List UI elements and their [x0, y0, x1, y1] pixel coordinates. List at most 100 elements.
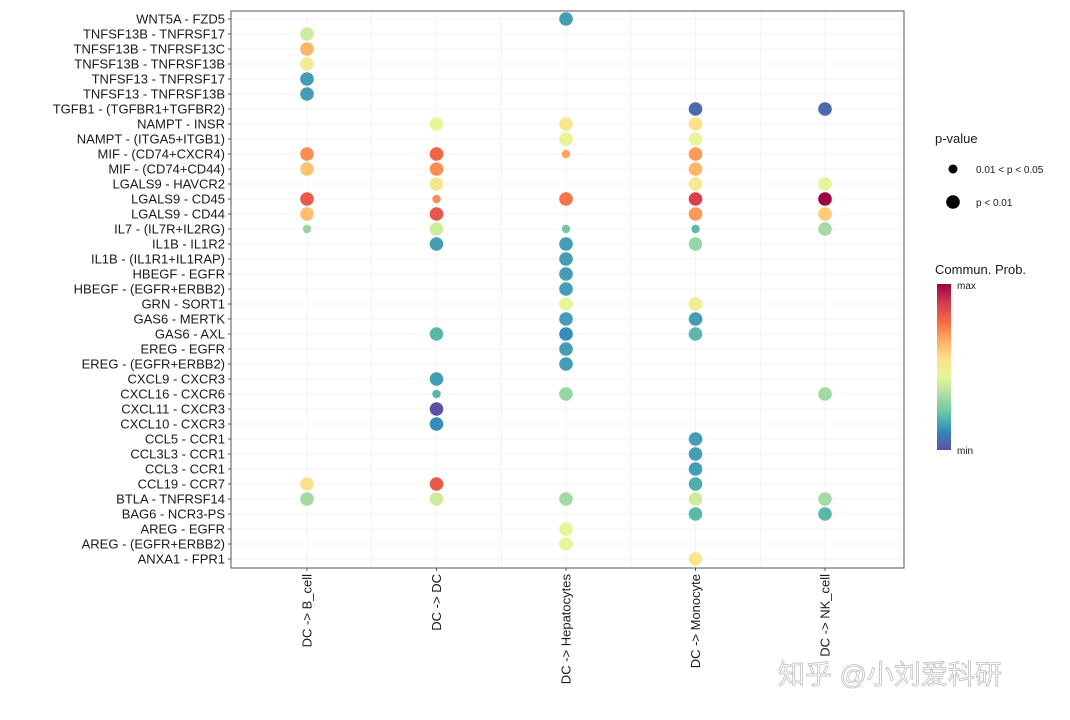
data-point: [688, 432, 703, 446]
x-tick-label: DC -> Monocyte: [688, 574, 703, 668]
data-point: [429, 417, 444, 431]
data-point: [429, 117, 444, 131]
size-legend-label-small: 0.01 < p < 0.05: [976, 165, 1044, 176]
data-point: [559, 282, 573, 296]
size-legend-label-large: p < 0.01: [976, 198, 1013, 209]
data-point: [688, 327, 703, 341]
data-point: [688, 552, 703, 566]
y-tick-label: TNFSF13B - TNFRSF13B: [74, 57, 225, 72]
data-point: [561, 224, 571, 234]
data-point: [429, 492, 444, 506]
data-point: [559, 192, 573, 206]
data-point: [559, 357, 573, 371]
data-point: [300, 147, 314, 161]
y-tick-label: NAMPT - INSR: [137, 117, 225, 132]
y-tick-label: IL1B - (IL1R1+IL1RAP): [91, 252, 225, 267]
data-point: [300, 72, 314, 86]
data-point: [818, 492, 832, 506]
watermark-text: 知乎 @小刘爱科研: [778, 660, 1002, 690]
data-point: [688, 297, 703, 311]
data-point: [300, 492, 314, 506]
y-tick-label: CXCL9 - CXCR3: [127, 372, 225, 387]
y-tick-label: CCL3L3 - CCR1: [130, 447, 225, 462]
data-point: [818, 222, 832, 236]
data-points: [300, 12, 832, 566]
size-legend-key-small: [948, 164, 958, 174]
data-point: [300, 192, 314, 206]
y-tick-label: TGFB1 - (TGFBR1+TGFBR2): [53, 102, 225, 117]
data-point: [559, 312, 573, 326]
y-tick-label: TNFSF13B - TNFRSF17: [83, 27, 225, 42]
y-tick-label: BAG6 - NCR3-PS: [122, 507, 226, 522]
data-point: [559, 12, 573, 26]
data-point: [691, 224, 700, 234]
data-point: [688, 477, 703, 491]
y-tick-label: NAMPT - (ITGA5+ITGB1): [77, 132, 225, 147]
data-point: [818, 387, 832, 401]
size-legend: p-value 0.01 < p < 0.05 p < 0.01: [935, 131, 1044, 209]
data-point: [429, 207, 444, 221]
data-point: [559, 492, 573, 506]
data-point: [818, 207, 832, 221]
y-tick-label: CXCL10 - CXCR3: [120, 417, 225, 432]
data-point: [818, 102, 832, 116]
data-point: [432, 389, 441, 399]
y-tick-label: CCL3 - CCR1: [145, 462, 225, 477]
y-tick-label: CCL5 - CCR1: [145, 432, 225, 447]
data-point: [429, 177, 444, 191]
data-point: [688, 312, 703, 326]
data-point: [559, 327, 573, 341]
data-point: [559, 132, 573, 146]
data-point: [300, 27, 314, 41]
data-point: [429, 147, 444, 161]
data-point: [688, 237, 703, 251]
data-point: [429, 402, 444, 416]
y-tick-label: LGALS9 - CD44: [131, 207, 225, 222]
data-point: [559, 117, 573, 131]
data-point: [688, 462, 703, 476]
data-point: [818, 192, 832, 206]
data-point: [561, 149, 571, 159]
data-point: [429, 477, 444, 491]
y-tick-label: MIF - (CD74+CXCR4): [98, 147, 226, 162]
y-tick-label: LGALS9 - CD45: [131, 192, 225, 207]
data-point: [559, 537, 573, 551]
data-point: [429, 222, 444, 236]
x-axis-tick-labels: DC -> B_cell DC -> DC DC -> Hepatocytes DC …: [300, 568, 833, 684]
data-point: [300, 162, 314, 176]
data-point: [688, 132, 703, 146]
data-point: [559, 522, 573, 536]
y-tick-label: MIF - (CD74+CD44): [108, 162, 225, 177]
y-tick-label: CCL19 - CCR7: [138, 477, 225, 492]
y-tick-label: WNT5A - FZD5: [136, 12, 225, 27]
x-tick-label: DC -> NK_cell: [818, 574, 833, 657]
colorbar-min-label: min: [957, 446, 973, 457]
data-point: [818, 177, 832, 191]
data-point: [688, 492, 703, 506]
y-tick-label: LGALS9 - HAVCR2: [113, 177, 225, 192]
data-point: [818, 507, 832, 521]
data-point: [688, 162, 703, 176]
color-legend-title: Commun. Prob.: [935, 262, 1026, 277]
data-point: [559, 342, 573, 356]
data-point: [300, 477, 314, 491]
y-tick-label: CXCL16 - CXCR6: [120, 387, 225, 402]
data-point: [688, 102, 703, 116]
data-point: [559, 387, 573, 401]
y-tick-label: HBEGF - (EGFR+ERBB2): [74, 282, 225, 297]
y-tick-label: GRN - SORT1: [141, 297, 225, 312]
y-tick-label: GAS6 - AXL: [155, 327, 225, 342]
y-tick-label: CXCL11 - CXCR3: [121, 402, 225, 417]
y-tick-label: IL7 - (IL7R+IL2RG): [114, 222, 225, 237]
y-tick-label: AREG - EGFR: [140, 522, 225, 537]
data-point: [559, 267, 573, 281]
x-tick-label: DC -> DC: [429, 574, 444, 631]
data-point: [432, 194, 441, 204]
size-legend-title: p-value: [935, 131, 978, 146]
colorbar-max-label: max: [957, 281, 976, 292]
y-tick-label: HBEGF - EGFR: [133, 267, 225, 282]
data-point: [688, 177, 703, 191]
data-point: [300, 207, 314, 221]
